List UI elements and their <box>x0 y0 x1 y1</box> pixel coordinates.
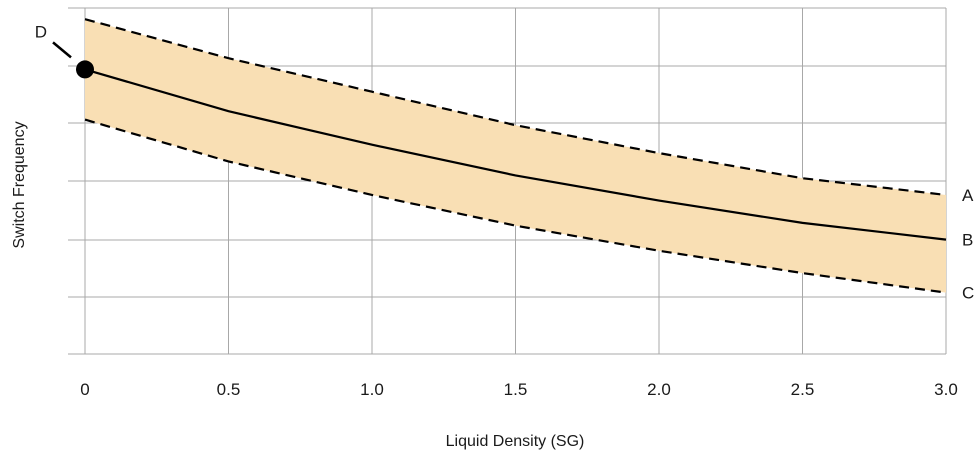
line-layer <box>84 18 947 294</box>
x-tick-label: 3.0 <box>934 380 958 399</box>
annotation-label: D <box>35 22 47 41</box>
x-tick-label: 1.5 <box>504 380 528 399</box>
tolerance-band <box>85 19 946 293</box>
label-layer: A B C 0 0.5 1.0 1.5 2.0 2.5 3.0 D <box>35 22 975 399</box>
x-axis-title: Liquid Density (SG) <box>446 433 585 450</box>
x-tick-label: 0 <box>80 380 89 399</box>
annotation-leader-line <box>52 41 72 59</box>
x-tick-label: 0.5 <box>217 380 241 399</box>
y-axis-title: Switch Frequency <box>11 121 28 248</box>
band-layer <box>85 19 946 293</box>
marker-layer <box>52 41 94 79</box>
x-tick-label: 1.0 <box>360 380 384 399</box>
x-tick-label: 2.0 <box>647 380 671 399</box>
x-tick-label: 2.5 <box>791 380 815 399</box>
series-line-c <box>84 118 947 294</box>
series-label-c: C <box>962 284 974 303</box>
series-line-a <box>84 18 947 197</box>
series-line-b <box>84 68 947 241</box>
series-label-b: B <box>962 231 973 250</box>
annotation-marker <box>76 60 94 79</box>
series-label-a: A <box>962 186 974 205</box>
